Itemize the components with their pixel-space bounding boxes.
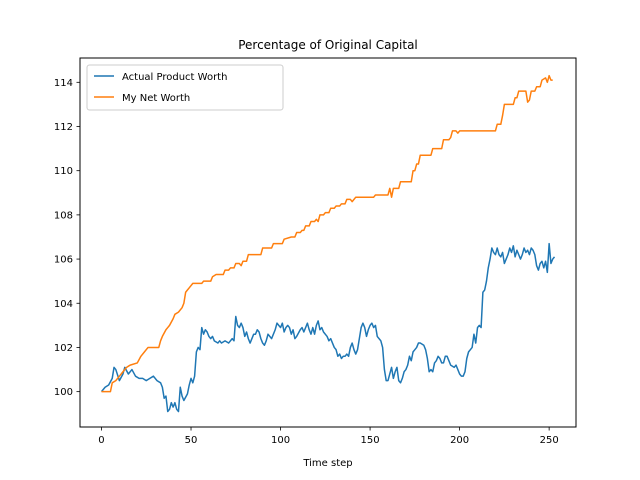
x-axis: 0 50 100 150 200 250 <box>98 427 559 446</box>
y-tick-label: 106 <box>54 255 73 266</box>
y-axis: 100 102 104 106 108 110 112 114 <box>54 78 80 398</box>
y-tick-label: 108 <box>54 210 73 221</box>
series-layer <box>100 74 556 413</box>
legend: Actual Product Worth My Net Worth <box>86 64 284 111</box>
axes-frame <box>79 57 577 428</box>
y-tick-label: 102 <box>54 343 73 354</box>
y-tick-label: 112 <box>54 122 73 133</box>
legend-label: My Net Worth <box>122 93 190 104</box>
x-tick-label: 0 <box>98 435 104 446</box>
y-tick-label: 110 <box>54 166 73 177</box>
y-tick-label: 104 <box>54 299 73 310</box>
x-axis-label: Time step <box>302 458 352 469</box>
x-tick-label: 200 <box>450 435 469 446</box>
legend-label: Actual Product Worth <box>122 72 227 83</box>
y-tick-label: 114 <box>54 78 73 89</box>
series-line-1 <box>100 242 556 413</box>
y-tick-label: 100 <box>54 387 73 398</box>
series-line-2 <box>101 74 553 393</box>
x-tick-label: 50 <box>185 435 198 446</box>
chart-title: Percentage of Original Capital <box>238 38 418 52</box>
x-tick-label: 100 <box>271 435 290 446</box>
x-tick-label: 150 <box>361 435 380 446</box>
legend-box <box>86 64 284 111</box>
x-tick-label: 250 <box>540 435 559 446</box>
